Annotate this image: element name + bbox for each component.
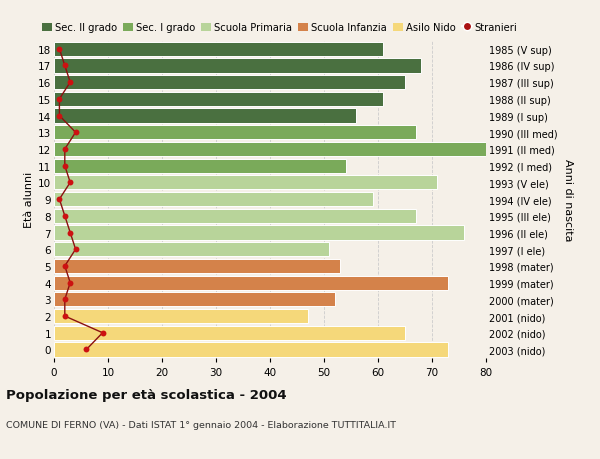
Bar — [54, 126, 416, 140]
Point — [65, 230, 75, 237]
Bar — [54, 109, 356, 123]
Point — [60, 213, 70, 220]
Bar — [54, 342, 448, 357]
Bar — [54, 193, 373, 207]
Point — [55, 112, 64, 120]
Bar — [54, 259, 340, 274]
Point — [55, 96, 64, 103]
Point — [71, 246, 80, 253]
Bar — [54, 76, 405, 90]
Point — [98, 330, 107, 337]
Bar — [54, 276, 448, 290]
Point — [65, 79, 75, 87]
Bar — [54, 43, 383, 57]
Point — [60, 296, 70, 303]
Bar — [54, 59, 421, 73]
Point — [60, 162, 70, 170]
Y-axis label: Anni di nascita: Anni di nascita — [563, 158, 573, 241]
Point — [60, 146, 70, 153]
Y-axis label: Età alunni: Età alunni — [24, 172, 34, 228]
Bar — [54, 292, 335, 307]
Bar — [54, 176, 437, 190]
Bar — [54, 209, 416, 224]
Point — [65, 179, 75, 187]
Point — [55, 196, 64, 203]
Point — [71, 129, 80, 137]
Bar — [54, 226, 464, 240]
Bar — [54, 93, 383, 107]
Bar — [54, 159, 346, 174]
Bar — [54, 143, 486, 157]
Bar — [54, 243, 329, 257]
Bar — [54, 309, 308, 324]
Point — [55, 46, 64, 53]
Text: COMUNE DI FERNO (VA) - Dati ISTAT 1° gennaio 2004 - Elaborazione TUTTITALIA.IT: COMUNE DI FERNO (VA) - Dati ISTAT 1° gen… — [6, 420, 396, 429]
Point — [65, 280, 75, 287]
Legend: Sec. II grado, Sec. I grado, Scuola Primaria, Scuola Infanzia, Asilo Nido, Stran: Sec. II grado, Sec. I grado, Scuola Prim… — [42, 23, 517, 33]
Point — [60, 62, 70, 70]
Point — [60, 263, 70, 270]
Point — [82, 346, 91, 353]
Point — [60, 313, 70, 320]
Text: Popolazione per età scolastica - 2004: Popolazione per età scolastica - 2004 — [6, 388, 287, 401]
Bar — [54, 326, 405, 340]
